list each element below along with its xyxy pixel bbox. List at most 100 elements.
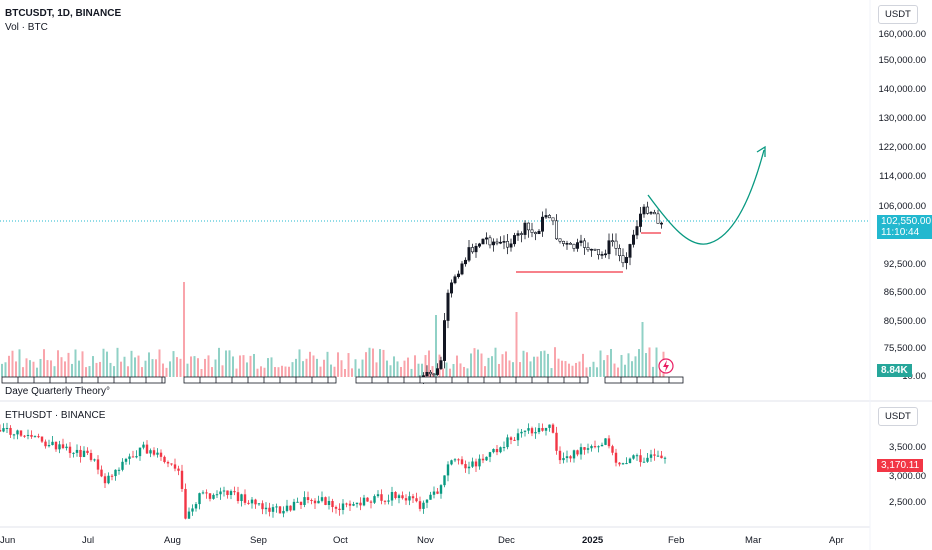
btc-volume-bar <box>102 348 105 377</box>
eth-candle-body <box>436 491 439 494</box>
eth-candle-body <box>292 501 296 511</box>
eth-candle-body <box>5 427 9 429</box>
eth-candle-body <box>625 463 628 465</box>
btc-volume-bar <box>515 312 518 377</box>
btc-volume-bar <box>291 362 294 377</box>
btc-volume-bar <box>99 361 101 377</box>
btc-volume-bar <box>435 315 437 377</box>
eth-candle-body <box>366 497 369 502</box>
btc-candle-body <box>589 248 593 251</box>
btc-volume-bar <box>235 368 238 377</box>
btc-candle-body <box>596 249 600 256</box>
eth-candle-body <box>114 469 117 477</box>
btc-volume-bar <box>477 349 479 377</box>
time-axis-label-year: 2025 <box>582 535 604 546</box>
eth-candle-body <box>443 475 446 486</box>
eth-candle-body <box>187 511 191 519</box>
eth-candle-body <box>107 475 110 484</box>
btc-volume-bar <box>463 366 465 377</box>
price-axis-label: 106,000.00 <box>878 201 926 212</box>
btc-volume-bar <box>540 351 542 377</box>
eth-candle-body <box>303 497 306 505</box>
btc-volume-bar <box>319 366 322 377</box>
eth-candle-body <box>583 447 586 450</box>
eth-candle-body <box>450 460 453 465</box>
eth-candle-body <box>334 507 338 509</box>
btc-candle-body <box>603 253 607 256</box>
btc-candle-body <box>547 215 551 219</box>
btc-candle-body <box>614 240 618 249</box>
btc-volume-bar <box>344 368 346 377</box>
eth-candle-body <box>47 445 51 447</box>
eth-candle-body <box>310 499 313 501</box>
btc-volume-bar <box>137 355 140 377</box>
btc-volume-bar <box>526 352 528 377</box>
eth-candle-body <box>481 458 485 461</box>
symbol-title: BTCUSDT, 1D, BINANCE <box>5 8 122 19</box>
time-axis-label: Sep <box>250 535 267 546</box>
volume-legend[interactable]: Vol · BTC <box>5 22 48 33</box>
btc-volume-bar <box>347 353 350 377</box>
btc-volume-bar <box>648 347 651 377</box>
eth-candle-body <box>646 457 649 462</box>
time-axis-label: Nov <box>417 535 434 546</box>
eth-candle-body <box>565 456 569 459</box>
btc-candle-body <box>498 241 502 244</box>
btc-volume-bar <box>519 362 521 377</box>
eth-candle-body <box>530 428 534 434</box>
btc-volume-bar <box>428 350 430 377</box>
btc-volume-bar <box>456 355 458 377</box>
eth-candle-body <box>348 503 352 506</box>
eth-legend[interactable]: ETHUSDT · BINANCE <box>5 410 106 421</box>
eth-candle-body <box>523 430 527 432</box>
lightning-icon[interactable] <box>658 358 674 374</box>
btc-volume-bar <box>71 363 73 377</box>
eth-candle-body <box>296 501 299 503</box>
currency-unit-button[interactable]: USDT <box>878 5 918 24</box>
eth-price-axis-label: 3,500.00 <box>889 442 926 453</box>
eth-candle-body <box>170 463 173 465</box>
eth-candle-body <box>247 502 250 504</box>
eth-candle-body <box>425 499 429 503</box>
btc-volume-bar <box>106 351 108 377</box>
btc-volume-bar <box>557 358 560 377</box>
price-axis-label: 86,500.00 <box>883 287 926 298</box>
btc-candle-body <box>456 273 460 278</box>
time-axis-label: Apr <box>829 535 844 546</box>
eth-candle-body <box>642 461 646 463</box>
eth-candle-body <box>131 456 135 458</box>
btc-volume-bar <box>487 357 490 377</box>
btc-volume-bar <box>74 349 77 377</box>
price-axis-label: 75,500.00 <box>883 343 926 354</box>
eth-candle-body <box>600 444 604 447</box>
price-axis-label: 150,000.00 <box>878 55 926 66</box>
eth-candle-body <box>527 428 530 431</box>
btc-candle-body <box>439 360 443 369</box>
indicator-legend[interactable]: Daye Quarterly Theory° <box>5 386 110 397</box>
btc-volume-bar <box>379 349 381 377</box>
btc-volume-bar <box>631 361 633 377</box>
eth-candle-body <box>166 462 170 464</box>
quarterly-theory-boxes <box>1 376 684 384</box>
btc-candle-body <box>554 220 558 240</box>
btc-volume-bar <box>218 347 220 377</box>
btc-volume-bar <box>88 366 91 377</box>
btc-volume-bar <box>417 363 420 377</box>
btc-volume-bar <box>400 366 402 377</box>
symbol-legend[interactable]: BTCUSDT, 1D, BINANCE <box>5 8 121 19</box>
eth-candle-body <box>355 502 359 505</box>
btc-volume-bar <box>64 361 66 377</box>
eth-currency-unit-button[interactable]: USDT <box>878 407 918 426</box>
eth-candle-body <box>394 492 397 499</box>
btc-volume-bar <box>214 359 217 377</box>
btc-volume-bar <box>508 360 511 377</box>
eth-candle-body <box>597 446 600 448</box>
btc-volume-bar <box>571 365 574 377</box>
btc-volume-bar <box>130 350 133 377</box>
eth-candle-body <box>492 449 495 453</box>
eth-candle-body <box>180 470 184 489</box>
btc-volume-bar <box>589 366 591 377</box>
btc-volume-bar <box>92 356 94 377</box>
btc-volume-bar <box>620 354 623 377</box>
